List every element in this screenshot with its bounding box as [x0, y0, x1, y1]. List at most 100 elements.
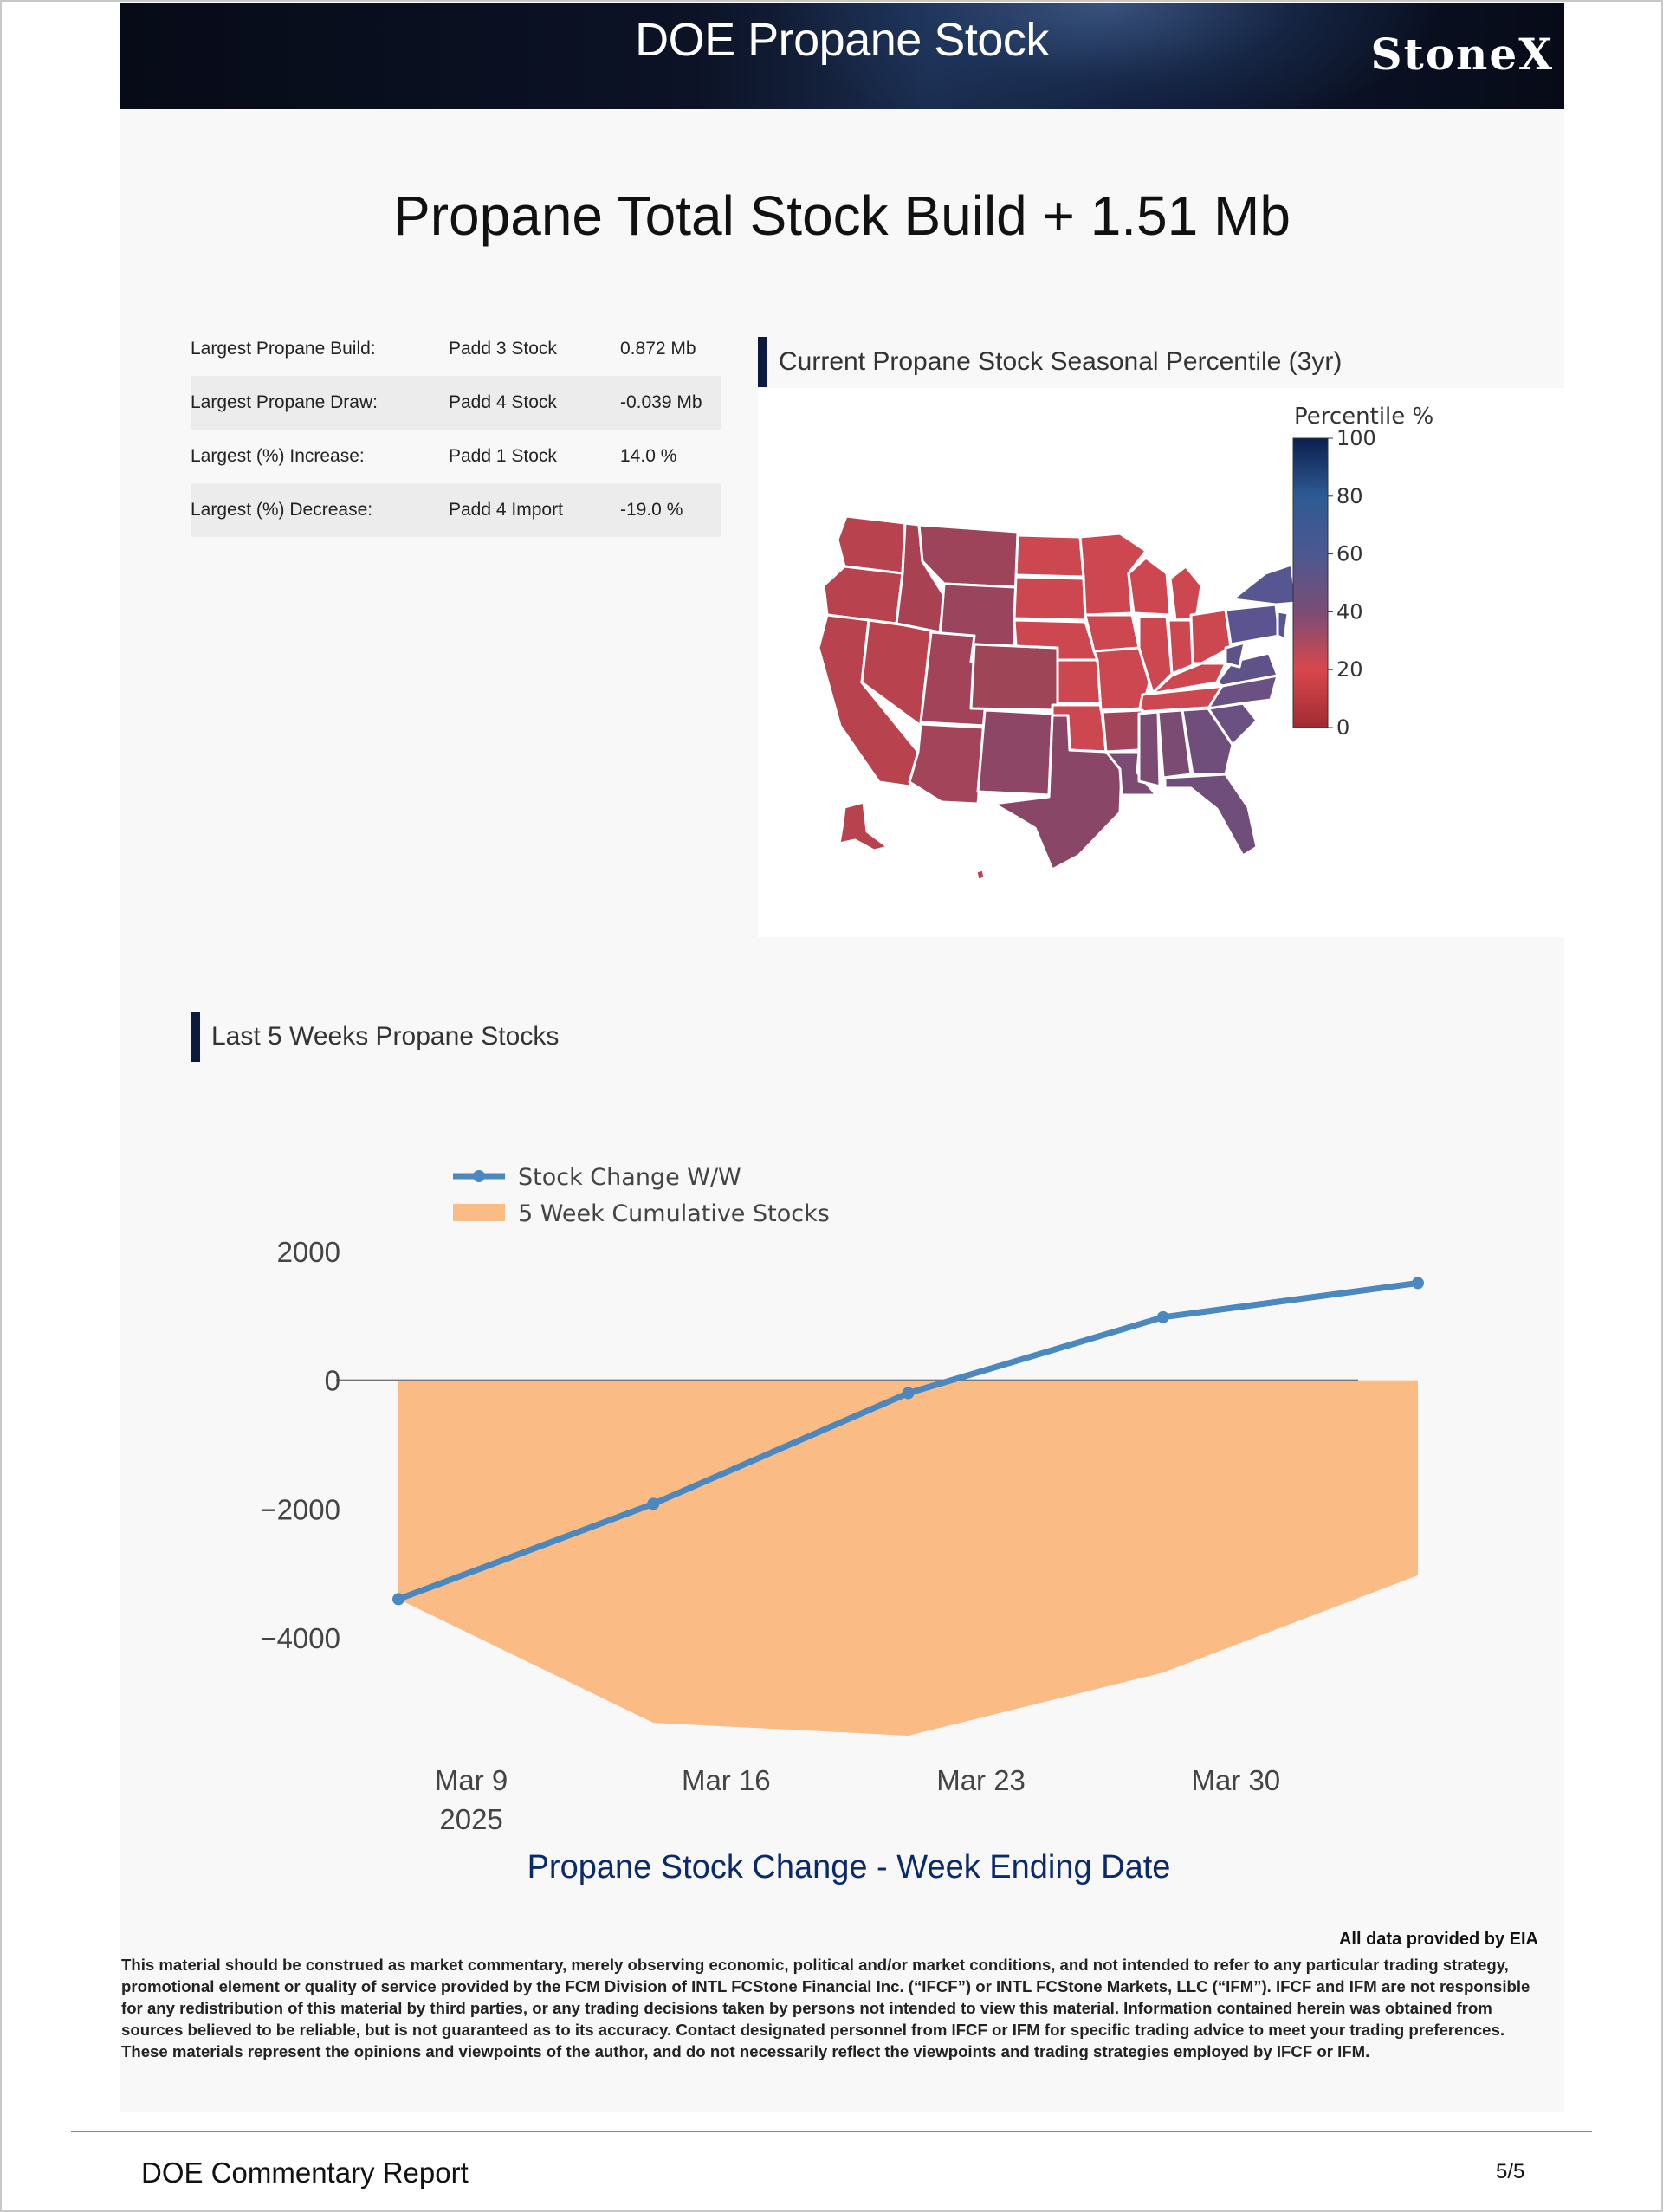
footer-divider	[71, 2131, 1592, 2132]
y-tick-label: 2000	[277, 1236, 340, 1268]
summary-value: 0.872 Mb	[620, 339, 696, 359]
page-title: Propane Total Stock Build + 1.51 Mb	[393, 184, 1291, 247]
banner-title: DOE Propane Stock	[635, 14, 1049, 66]
legend-label: Stock Change W/W	[518, 1164, 741, 1191]
state-arizona	[908, 722, 987, 805]
x-tick-label: Mar 9	[435, 1764, 508, 1796]
series-point	[647, 1497, 660, 1510]
earth-glow	[778, 3, 1436, 109]
colorbar-tick-label: 0	[1336, 715, 1349, 740]
x-tick-label: Mar 16	[682, 1764, 771, 1796]
summary-row: Largest Propane Build: Padd 3 Stock 0.87…	[191, 322, 721, 376]
state-ohio	[1189, 608, 1233, 665]
state-west-virginia	[1224, 641, 1246, 669]
state-mississippi	[1137, 710, 1162, 788]
y-tick-label: −4000	[260, 1622, 340, 1654]
state-new-mexico	[976, 708, 1054, 797]
chart-area	[398, 1380, 1418, 1736]
chart-section-header: Last 5 Weeks Propane Stocks	[191, 1012, 559, 1062]
percentile-map-panel: Percentile % 100 80 60 40 20 0	[758, 388, 1564, 937]
us-states	[817, 514, 1326, 882]
summary-label: Largest (%) Decrease:	[191, 500, 373, 520]
colorbar-ticks: 100 80 60 40 20 0	[1328, 426, 1376, 740]
disclaimer-line: promotional element or quality of servic…	[121, 1977, 1530, 1995]
map-section-title: Current Propane Stock Seasonal Percentil…	[779, 347, 1343, 376]
colorbar-tick-label: 60	[1336, 542, 1363, 566]
summary-item: Padd 4 Stock	[449, 392, 557, 412]
chart-section-title: Last 5 Weeks Propane Stocks	[211, 1022, 560, 1051]
chart-x-axis-label: Propane Stock Change - Week Ending Date	[527, 1849, 1171, 1885]
summary-value: 14.0 %	[620, 446, 677, 466]
summary-row: Largest (%) Decrease: Padd 4 Import -19.…	[191, 483, 721, 537]
state-new-jersey	[1276, 610, 1290, 641]
state-alaska	[838, 800, 890, 852]
series-point	[1412, 1277, 1424, 1290]
state-florida	[1163, 773, 1259, 857]
summary-table: Largest Propane Build: Padd 3 Stock 0.87…	[191, 322, 721, 537]
state-texas	[992, 714, 1123, 871]
stonex-logo: StoneX	[1370, 29, 1554, 80]
disclaimer-line: for any redistribution of this material …	[121, 1999, 1492, 2017]
disclaimer: This material should be construed as mar…	[121, 1954, 1564, 2062]
colorbar-tick-label: 20	[1336, 657, 1363, 682]
disclaimer-line: sources believed to be reliable, but is …	[121, 2021, 1505, 2039]
disclaimer-line: This material should be construed as mar…	[121, 1956, 1509, 1974]
series-point	[1156, 1310, 1169, 1323]
chart-x-ticks: Mar 9 2025 Mar 16 Mar 23 Mar 30	[435, 1764, 1280, 1835]
state-colorado	[969, 643, 1061, 712]
summary-value: -19.0 %	[620, 500, 683, 520]
state-new-york	[1231, 563, 1298, 606]
section-accent-bar	[758, 337, 767, 387]
header-banner: DOE Propane Stock StoneX	[120, 3, 1564, 109]
state-alabama	[1156, 708, 1193, 779]
colorbar-tick-label: 40	[1336, 599, 1363, 624]
state-south-dakota	[1013, 575, 1087, 622]
colorbar-title: Percentile %	[1294, 404, 1433, 430]
summary-label: Largest Propane Draw:	[191, 392, 378, 412]
series-point	[902, 1387, 915, 1400]
state-indiana	[1167, 618, 1194, 676]
x-tick-sublabel: 2025	[439, 1803, 502, 1835]
summary-label: Largest Propane Build:	[191, 339, 376, 359]
summary-item: Padd 4 Import	[449, 500, 563, 520]
y-tick-label: 0	[325, 1365, 340, 1397]
x-tick-label: Mar 23	[936, 1764, 1026, 1796]
chart-legend: Stock Change W/W 5 Week Cumulative Stocks	[453, 1164, 830, 1227]
state-wisconsin	[1127, 556, 1172, 617]
page-number: 5/5	[1496, 2160, 1525, 2183]
state-north-dakota	[1014, 534, 1085, 579]
summary-row: Largest (%) Increase: Padd 1 Stock 14.0 …	[191, 430, 721, 483]
state-michigan	[1168, 565, 1203, 622]
map-section-header: Current Propane Stock Seasonal Percentil…	[758, 337, 1342, 387]
legend-area-swatch	[453, 1204, 505, 1221]
state-kansas	[1056, 658, 1103, 705]
us-percentile-map: Percentile % 100 80 60 40 20 0	[817, 404, 1433, 882]
colorbar-tick-label: 100	[1336, 426, 1376, 450]
legend-label: 5 Week Cumulative Stocks	[518, 1200, 830, 1227]
state-arkansas	[1101, 708, 1144, 754]
state-pennsylvania	[1224, 603, 1281, 646]
legend-line-marker	[473, 1170, 485, 1182]
series-point	[392, 1593, 404, 1606]
state-iowa	[1084, 613, 1141, 653]
state-georgia	[1181, 707, 1234, 776]
summary-item: Padd 3 Stock	[449, 339, 557, 359]
series-area-cumulative-stocks	[398, 1380, 1418, 1736]
section-accent-bar	[191, 1012, 200, 1062]
disclaimer-line: These materials represent the opinions a…	[121, 2042, 1370, 2060]
state-washington	[836, 514, 907, 575]
colorbar-tick-label: 80	[1336, 484, 1363, 508]
summary-value: -0.039 Mb	[620, 392, 702, 412]
source-note: All data provided by EIA	[1338, 1930, 1538, 1949]
summary-label: Largest (%) Increase:	[191, 446, 365, 466]
y-tick-label: −2000	[260, 1493, 340, 1525]
chart-line	[392, 1277, 1424, 1606]
state-hawaii	[974, 868, 987, 882]
x-tick-label: Mar 30	[1191, 1764, 1280, 1796]
summary-item: Padd 1 Stock	[449, 446, 557, 466]
chart-y-ticks: 2000 0 −2000 −4000	[260, 1236, 340, 1654]
footer-report-title: DOE Commentary Report	[141, 2157, 469, 2189]
colorbar	[1292, 437, 1329, 728]
summary-row: Largest Propane Draw: Padd 4 Stock -0.03…	[191, 376, 721, 430]
